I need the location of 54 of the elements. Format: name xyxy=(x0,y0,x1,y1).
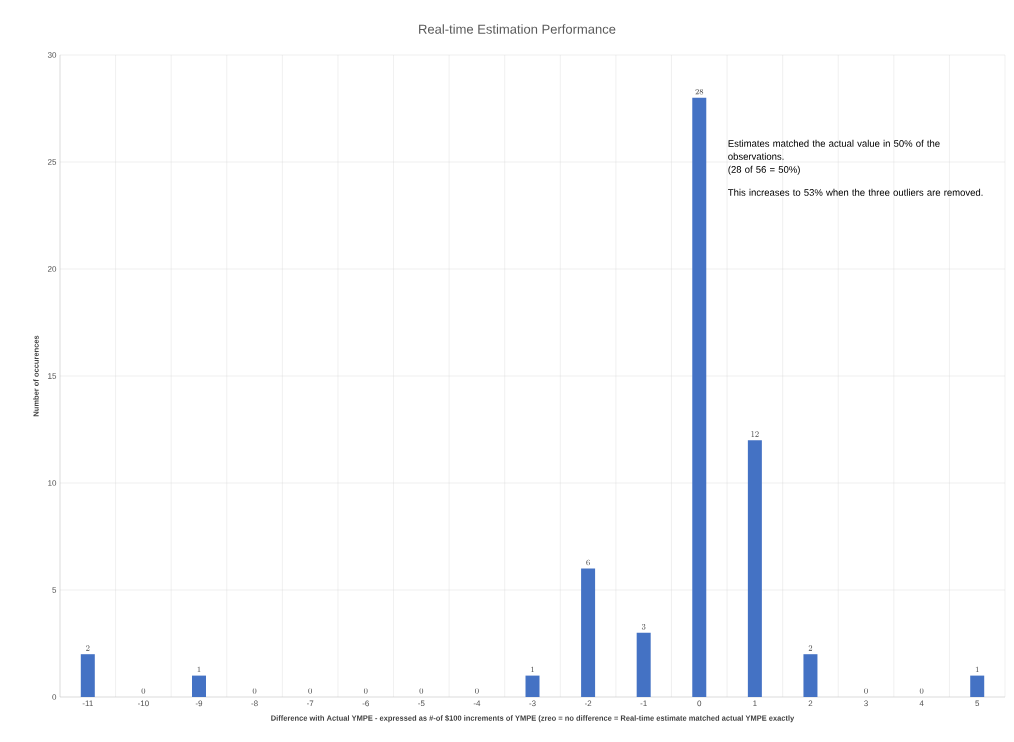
data-label: 0 xyxy=(363,688,368,694)
data-label: 0 xyxy=(308,688,312,694)
data-label: 2 xyxy=(808,645,813,651)
x-tick-label: -9 xyxy=(195,700,203,707)
data-label: 0 xyxy=(141,688,146,694)
data-label: 0 xyxy=(864,688,868,694)
data-label: 2 xyxy=(86,645,90,651)
x-tick-label: 2 xyxy=(808,700,813,707)
y-tick-label: 10 xyxy=(48,480,57,486)
x-tick-label: 5 xyxy=(975,700,980,707)
bar xyxy=(803,654,818,697)
data-label: 1 xyxy=(975,666,979,673)
x-tick-label: -8 xyxy=(251,700,258,707)
x-tick-label: -4 xyxy=(473,700,481,707)
x-tick-label: -10 xyxy=(137,700,149,707)
x-tick-label: 1 xyxy=(753,700,757,707)
data-label: 3 xyxy=(641,623,646,630)
annotation: This increases to 53% when the three outliers are removed. xyxy=(728,188,983,196)
chart-title: Real-time Estimation Performance xyxy=(419,24,616,34)
data-label: 12 xyxy=(751,431,759,437)
data-label: 6 xyxy=(586,559,590,566)
data-label: 28 xyxy=(695,88,704,95)
x-tick-label: -1 xyxy=(640,700,647,707)
data-label: 0 xyxy=(475,688,479,694)
y-tick-label: 15 xyxy=(48,373,57,379)
y-tick-label: 0 xyxy=(52,694,57,700)
bar xyxy=(636,632,651,697)
data-label: 1 xyxy=(531,666,534,673)
x-tick-label: -2 xyxy=(584,700,592,707)
bar xyxy=(970,675,985,697)
annotation: (28 of 56 = 50%) xyxy=(728,165,800,175)
y-tick-label: 5 xyxy=(52,587,57,593)
annotation: Estimates matched the actual value in 50% of the observations. xyxy=(728,139,940,160)
bar xyxy=(581,568,596,697)
bar xyxy=(692,97,707,697)
x-tick-label: -5 xyxy=(418,700,425,707)
x-tick-label: -6 xyxy=(362,700,369,707)
y-tick-label: 25 xyxy=(47,159,57,165)
y-tick-label: 20 xyxy=(47,266,57,272)
data-label: 0 xyxy=(919,688,924,694)
x-tick-label: 4 xyxy=(919,700,924,707)
y-tick-label: 30 xyxy=(47,52,57,58)
x-tick-label: 0 xyxy=(697,700,702,707)
x-tick-label: 3 xyxy=(864,700,868,707)
x-tick-label: -7 xyxy=(306,700,314,707)
data-label: 0 xyxy=(252,688,257,694)
x-tick-label: -3 xyxy=(529,700,536,707)
data-label: 1 xyxy=(197,666,201,673)
x-tick-label: -11 xyxy=(82,700,93,707)
bar xyxy=(80,654,95,697)
bar xyxy=(191,675,206,697)
bar xyxy=(747,440,762,697)
bar xyxy=(525,675,540,697)
data-label: 0 xyxy=(419,688,424,694)
